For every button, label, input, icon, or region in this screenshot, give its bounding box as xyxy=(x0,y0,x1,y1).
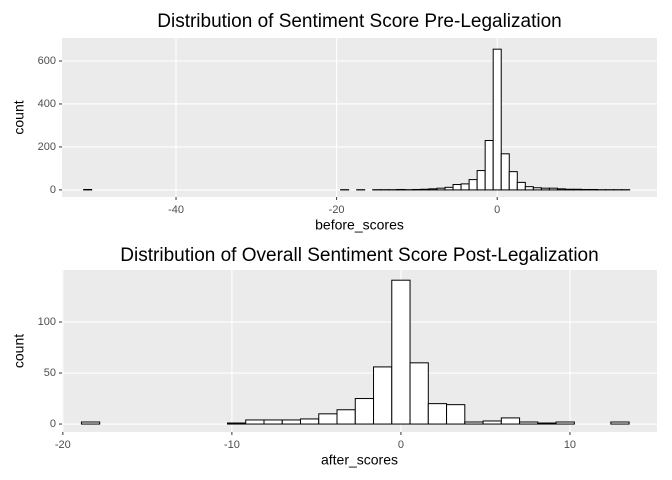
histogram-bar xyxy=(281,419,302,425)
histogram-bar xyxy=(532,187,542,191)
y-axis-title: count xyxy=(11,334,27,368)
histogram-bar xyxy=(476,170,486,191)
histogram-bar xyxy=(409,362,429,425)
x-tick-label: -10 xyxy=(224,439,240,451)
y-axis-title: count xyxy=(11,100,27,134)
histogram-bar xyxy=(610,421,630,425)
histogram-bar xyxy=(427,403,448,425)
histogram-bar xyxy=(245,419,265,425)
histogram-bar xyxy=(436,187,446,191)
x-tick-label: 0 xyxy=(494,204,500,216)
x-tick-label: -20 xyxy=(55,439,71,451)
histogram-bar xyxy=(80,421,101,425)
histogram-bar xyxy=(508,171,518,191)
histogram-bar xyxy=(226,422,247,425)
histogram-bar xyxy=(516,181,526,191)
histogram-bar xyxy=(548,187,558,191)
histogram-bar xyxy=(564,188,574,191)
histogram-bar xyxy=(524,186,534,191)
histogram-bar xyxy=(420,188,430,191)
plot-background xyxy=(62,38,657,197)
histogram-bar xyxy=(482,420,502,425)
histogram-bar xyxy=(373,366,393,425)
y-tick-label: 0 xyxy=(50,418,56,430)
histogram-bar xyxy=(555,421,575,425)
y-tick-label: 100 xyxy=(38,316,56,328)
histogram-bar xyxy=(464,421,484,425)
x-axis-title: after_scores xyxy=(321,452,398,468)
histogram-bar xyxy=(540,187,550,191)
chart-title: Distribution of Sentiment Score Pre-Lega… xyxy=(157,11,561,32)
histogram-bar xyxy=(492,48,502,191)
histogram-bar xyxy=(452,184,462,191)
y-tick-label: 200 xyxy=(38,141,56,153)
x-axis-title: before_scores xyxy=(315,217,404,233)
y-tick-label: 400 xyxy=(38,98,56,110)
y-tick-label: 0 xyxy=(50,184,56,196)
histogram-bar xyxy=(519,421,539,425)
histogram-bar xyxy=(500,417,521,425)
x-tick-label: 0 xyxy=(398,439,404,451)
histogram-bar xyxy=(263,419,283,425)
x-tick-label: -20 xyxy=(329,204,345,216)
y-tick-label: 50 xyxy=(44,367,56,379)
histogram-bar xyxy=(484,139,494,191)
x-tick-label: -40 xyxy=(168,204,184,216)
histogram-bar xyxy=(500,153,510,191)
histogram-bar xyxy=(354,398,375,425)
histogram-bar xyxy=(391,279,411,425)
histogram-bar xyxy=(460,183,470,191)
histogram-bar xyxy=(537,422,557,425)
histogram-bar xyxy=(428,188,438,191)
histogram-bar xyxy=(336,409,356,425)
histogram-bar xyxy=(318,413,338,425)
y-tick-label: 600 xyxy=(38,55,56,67)
x-tick-label: 10 xyxy=(564,439,576,451)
histogram-bar xyxy=(468,179,478,191)
histogram-bar xyxy=(300,418,320,425)
histogram-bar xyxy=(556,188,566,191)
chart-title: Distribution of Overall Sentiment Score … xyxy=(120,245,598,266)
histogram-bar xyxy=(446,404,466,425)
histogram-bar xyxy=(572,188,583,191)
histogram-bar xyxy=(444,186,454,191)
